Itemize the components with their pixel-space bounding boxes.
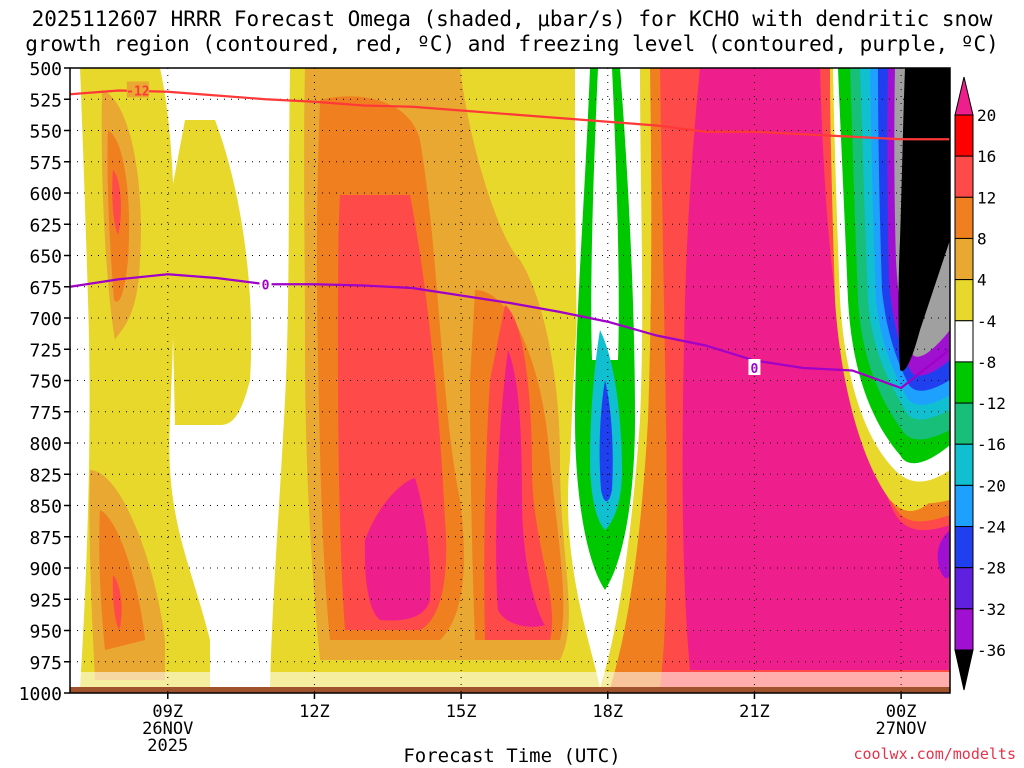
x-tick-year: 2025 xyxy=(147,736,188,756)
omega-thin-tongue xyxy=(170,120,252,425)
x-tick-label: 09Z xyxy=(152,702,183,722)
y-tick-label: 575 xyxy=(29,153,62,174)
colorbar-top-arrow xyxy=(954,76,974,116)
colorbar-label: 4 xyxy=(977,271,987,290)
x-tick-date: 27NOV xyxy=(876,719,927,739)
contour-label-bg xyxy=(748,359,761,375)
y-tick-label: 650 xyxy=(29,247,62,268)
colorbar-swatch xyxy=(954,320,974,363)
chart-title-line2: growth region (contoured, red, ºC) and f… xyxy=(25,32,999,56)
y-tick-label: 700 xyxy=(29,309,62,330)
credit-text: coolwx.com/modelts xyxy=(853,745,1016,763)
y-tick-label: 775 xyxy=(29,403,62,424)
omega-sink-blue xyxy=(599,380,613,502)
contour-label-bg xyxy=(259,275,272,292)
freezing-contour-label: 0 xyxy=(751,362,759,377)
colorbar-label: -20 xyxy=(977,476,1006,495)
colorbar: 20 16 12 8 4 -4 -8 -12 -16 -20 -24 -28 -32 -36 xyxy=(954,76,1006,691)
freezing-contour xyxy=(70,273,950,390)
freezing-contour-label: 0 xyxy=(262,278,270,293)
colorbar-label: 16 xyxy=(977,147,996,166)
x-tick-date: 26NOV xyxy=(142,719,193,739)
colorbar-swatch xyxy=(954,196,974,239)
colorbar-label: -4 xyxy=(977,312,996,331)
colorbar-swatch xyxy=(954,155,974,198)
colorbar-label: -16 xyxy=(977,435,1006,454)
colorbar-swatch xyxy=(954,526,974,569)
y-tick-label: 900 xyxy=(29,559,62,580)
omega-sink-right-black xyxy=(898,68,950,371)
colorbar-swatch xyxy=(954,114,974,157)
y-tick-label: 925 xyxy=(29,590,62,611)
omega-right-edge-purple xyxy=(937,530,950,579)
omega-max-left-upper xyxy=(112,170,121,235)
omega-max-center xyxy=(364,478,431,621)
x-tick-label: 18Z xyxy=(592,702,623,722)
y-tick-label: 950 xyxy=(29,622,62,643)
y-tick-label: 550 xyxy=(29,122,62,143)
colorbar-label: 12 xyxy=(977,188,996,207)
colorbar-swatch xyxy=(954,484,974,528)
contour-lines: -12 0 0 xyxy=(70,81,950,390)
x-tick-label: 00Z xyxy=(886,702,917,722)
y-tick-label: 750 xyxy=(29,372,62,393)
omega-band-left-orange4 xyxy=(99,510,145,650)
colorbar-swatch xyxy=(954,361,974,404)
colorbar-swatch xyxy=(954,279,974,322)
y-axis: 500 525 550 575 600 625 650 675 700 725 750 775 800 8… xyxy=(19,59,70,705)
x-tick-label: 21Z xyxy=(739,702,770,722)
omega-sink-white-core xyxy=(591,68,619,360)
y-tick-label: 525 xyxy=(29,90,62,111)
y-tick-label: 500 xyxy=(29,59,62,80)
colorbar-bottom-arrow xyxy=(954,649,974,691)
colorbar-label: -12 xyxy=(977,394,1006,413)
y-tick-label: 975 xyxy=(29,653,62,674)
colorbar-swatch xyxy=(954,237,974,281)
colorbar-swatch xyxy=(954,608,974,651)
y-tick-label: 850 xyxy=(29,497,62,518)
x-tick-label: 12Z xyxy=(299,702,330,722)
y-tick-label: 675 xyxy=(29,278,62,299)
dendritic-contour xyxy=(70,89,950,141)
x-tick-label: 15Z xyxy=(446,702,477,722)
omega-surface-white xyxy=(70,672,950,688)
y-tick-label: 1000 xyxy=(19,684,62,705)
y-tick-label: 725 xyxy=(29,340,62,361)
colorbar-label: -36 xyxy=(977,641,1006,660)
colorbar-label: 8 xyxy=(977,229,987,248)
colorbar-label: -8 xyxy=(977,353,996,372)
colorbar-label: 20 xyxy=(977,106,996,125)
x-axis-label: Forecast Time (UTC) xyxy=(403,745,621,767)
colorbar-label: -24 xyxy=(977,518,1006,537)
y-tick-label: 800 xyxy=(29,434,62,455)
colorbar-label: -28 xyxy=(977,559,1006,578)
y-tick-label: 600 xyxy=(29,184,62,205)
contour-label-bg xyxy=(126,81,149,98)
ground-strip xyxy=(70,687,950,693)
omega-field xyxy=(70,68,950,693)
colorbar-swatch xyxy=(954,443,974,486)
chart-title-line1: 2025112607 HRRR Forecast Omega (shaded, … xyxy=(31,7,993,31)
dendritic-contour-label: -12 xyxy=(126,85,149,100)
y-tick-label: 625 xyxy=(29,215,62,236)
omega-max-center2 xyxy=(496,350,545,627)
colorbar-label: -32 xyxy=(977,600,1006,619)
y-tick-label: 875 xyxy=(29,528,62,549)
colorbar-swatch xyxy=(954,567,974,610)
y-tick-label: 825 xyxy=(29,465,62,486)
omega-max-left-lower xyxy=(112,575,122,630)
colorbar-swatch xyxy=(954,402,974,445)
